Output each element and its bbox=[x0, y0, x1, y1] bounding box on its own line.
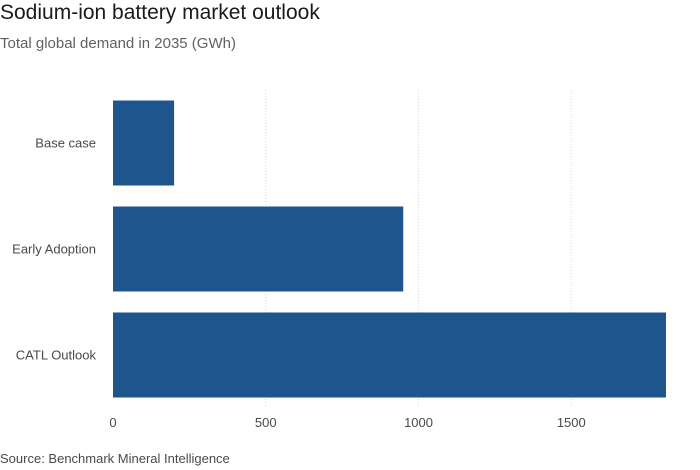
x-tick-label-500: 500 bbox=[255, 415, 277, 430]
chart-title: Sodium-ion battery market outlook bbox=[0, 1, 320, 24]
chart-subtitle: Total global demand in 2035 (GWh) bbox=[0, 35, 236, 52]
x-tick-label-0: 0 bbox=[109, 415, 116, 430]
category-label-base-case: Base case bbox=[35, 136, 96, 151]
bar-catl-outlook bbox=[113, 312, 666, 398]
bar-early-adoption bbox=[113, 206, 404, 292]
category-label-catl-outlook: CATL Outlook bbox=[16, 348, 97, 363]
x-tick-label-1000: 1000 bbox=[404, 415, 433, 430]
chart-source: Source: Benchmark Mineral Intelligence bbox=[0, 451, 230, 466]
x-tick-label-1500: 1500 bbox=[557, 415, 586, 430]
bar-chart: Base case Early Adoption CATL Outlook 0 500… bbox=[12, 90, 666, 430]
bar-base-case bbox=[113, 100, 175, 186]
category-label-early-adoption: Early Adoption bbox=[12, 242, 96, 257]
